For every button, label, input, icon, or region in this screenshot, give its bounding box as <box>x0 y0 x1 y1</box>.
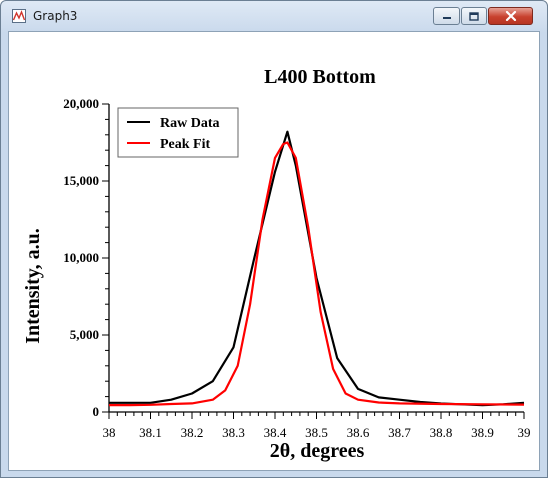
x-tick-label: 38.2 <box>181 425 204 440</box>
line-chart: L400 Bottom 38 38.1 38.2 38.3 38.4 38.5 38.6 38… <box>22 66 531 462</box>
minimize-button[interactable] <box>433 7 460 25</box>
maximize-icon <box>469 11 479 21</box>
series-line-raw-data <box>109 130 525 407</box>
x-tick-label: 38.7 <box>388 425 411 440</box>
close-button[interactable] <box>488 7 533 25</box>
legend: Raw Data Peak Fit <box>117 107 239 158</box>
x-tick-label: 39 <box>518 425 531 440</box>
x-tick-label: 38.1 <box>139 425 162 440</box>
x-axis-label: 2θ, degrees <box>270 440 365 462</box>
y-tick-label: 5,000 <box>70 327 99 342</box>
series-line-peak-fit <box>109 141 525 407</box>
legend-label-peak-fit: Peak Fit <box>160 137 210 152</box>
y-tick-label: 15,000 <box>63 173 99 188</box>
x-tick-label: 38.6 <box>347 425 370 440</box>
x-tick-label: 38 <box>103 425 116 440</box>
y-axis-label: Intensity, a.u. <box>22 228 44 344</box>
close-icon <box>505 11 516 21</box>
chart-title: L400 Bottom <box>264 66 376 88</box>
legend-box <box>117 107 239 158</box>
maximize-button[interactable] <box>461 7 487 25</box>
minimize-icon <box>442 17 451 19</box>
graph-app-icon <box>12 9 26 23</box>
graph-area: L400 Bottom 38 38.1 38.2 38.3 38.4 38.5 38.6 38… <box>8 31 540 471</box>
y-tick-label: 10,000 <box>63 250 99 265</box>
window-title: Graph3 <box>33 9 78 23</box>
y-tick-label: 20,000 <box>63 96 99 111</box>
x-tick-label: 38.3 <box>222 425 245 440</box>
y-tick-label: 0 <box>93 404 100 419</box>
x-tick-label: 38.5 <box>305 425 328 440</box>
x-tick-label: 38.9 <box>471 425 494 440</box>
x-tick-label: 38.4 <box>264 425 287 440</box>
x-tick-label: 38.8 <box>430 425 453 440</box>
legend-label-raw-data: Raw Data <box>160 116 220 131</box>
title-bar[interactable]: Graph3 <box>1 1 547 31</box>
